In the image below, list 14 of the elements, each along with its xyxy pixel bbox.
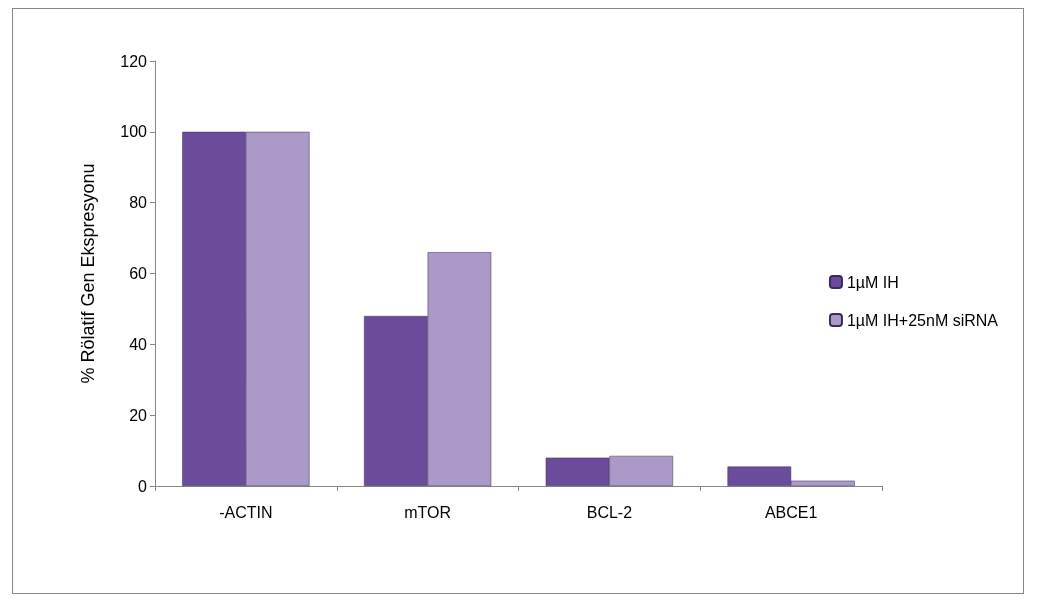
y-tick-label: 0: [138, 477, 148, 495]
y-tick-label: 40: [129, 335, 148, 353]
y-tick-label: 60: [129, 265, 148, 282]
y-axis-title: % Rölatif Gen Ekspresyonu: [78, 163, 98, 384]
y-tick-label: 80: [129, 194, 148, 212]
y-tick-label: 20: [129, 406, 148, 424]
y-tick-label: 120: [120, 52, 148, 70]
x-tick-label: ABCE1: [764, 503, 818, 521]
x-tick-label: -ACTIN: [219, 503, 273, 521]
x-tick-label: BCL-2: [586, 503, 633, 521]
legend-label: 1µM IH+25nM siRNA: [846, 311, 999, 329]
x-tick-label: mTOR: [404, 503, 452, 521]
y-tick-label: 100: [120, 123, 148, 141]
legend-label: 1µM IH: [846, 273, 899, 291]
